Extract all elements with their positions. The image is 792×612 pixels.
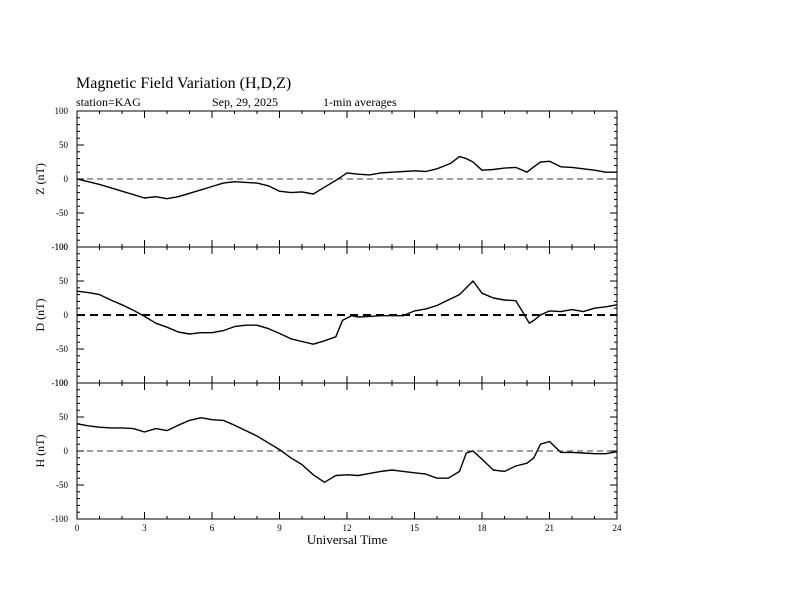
x-tick-label: 12: [343, 523, 352, 533]
x-tick-label: 15: [410, 523, 420, 533]
y-axis-label-z: Z (nT): [33, 163, 47, 195]
station-label: station=KAG: [76, 95, 141, 109]
y-axis-label-h: H (nT): [33, 435, 47, 468]
y-tick-label-z: 100: [55, 106, 69, 116]
x-tick-label: 24: [613, 523, 623, 533]
y-tick-label-h: 50: [59, 412, 69, 422]
y-tick-label-h: -100: [52, 514, 69, 524]
x-tick-label: 21: [545, 523, 554, 533]
y-tick-label-z: -100: [52, 242, 69, 252]
averaging-label: 1-min averages: [323, 95, 397, 109]
date-label: Sep, 29, 2025: [212, 95, 278, 109]
series-line-z: [76, 155, 617, 200]
x-tick-label: 18: [478, 523, 488, 533]
x-tick-label: 3: [142, 523, 147, 533]
y-tick-label-h: 0: [64, 446, 69, 456]
series-line-d: [76, 280, 618, 345]
x-tick-label: 9: [277, 523, 282, 533]
x-tick-label: 0: [75, 523, 80, 533]
y-tick-label-z: -50: [56, 208, 68, 218]
series-line-h: [76, 417, 618, 483]
y-tick-label-z: 0: [64, 174, 69, 184]
x-tick-label: 6: [210, 523, 215, 533]
y-axis-label-d: D (nT): [33, 299, 47, 332]
y-tick-label-d: 100: [55, 242, 69, 252]
x-axis-label: Universal Time: [307, 532, 388, 547]
y-tick-label-z: 50: [59, 140, 69, 150]
y-tick-label-h: 100: [55, 378, 69, 388]
y-tick-label-d: 50: [59, 276, 69, 286]
chart-title: Magnetic Field Variation (H,D,Z): [76, 75, 292, 92]
y-tick-label-d: -50: [56, 344, 68, 354]
y-tick-label-h: -50: [56, 480, 68, 490]
y-tick-label-d: -100: [52, 378, 69, 388]
y-tick-label-d: 0: [64, 310, 69, 320]
